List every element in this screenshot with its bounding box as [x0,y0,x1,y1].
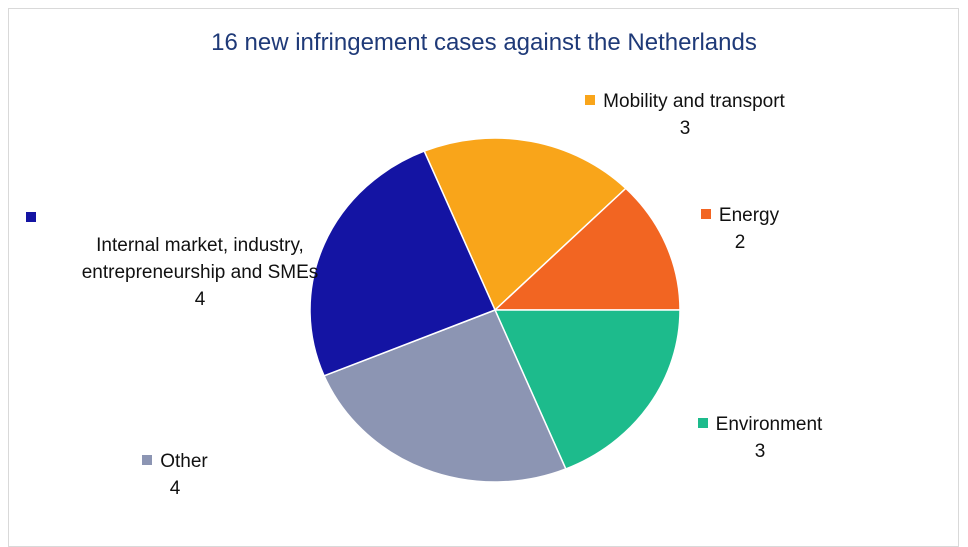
data-label: Mobility and transport 3 [540,88,830,142]
legend-marker [585,95,596,105]
value-label: 3 [679,118,691,139]
legend-marker [697,418,708,428]
pie-slice [423,137,627,312]
data-label: Environment 3 [660,411,860,465]
pie-slice [493,309,681,470]
value-label: 4 [194,289,206,310]
chart-title: 16 new infringement cases against the Ne… [211,29,757,56]
category-label: Environment [715,414,823,435]
legend-marker [26,212,36,222]
category-label: Energy [718,205,780,226]
data-label: Other 4 [100,448,250,502]
value-label: 3 [754,441,766,462]
category-label: Internal market, industry, entrepreneurs… [81,235,319,283]
value-label: 4 [169,478,181,499]
data-label: Internal market, industry, entrepreneurs… [26,212,360,313]
category-label: Other [160,451,208,472]
value-label: 2 [734,232,746,253]
data-label: Energy 2 [660,202,820,256]
legend-marker [142,455,153,465]
pie-slice [309,150,497,377]
category-label: Mobility and transport [603,91,785,112]
legend-marker [700,209,711,219]
pie-slice [493,187,681,311]
